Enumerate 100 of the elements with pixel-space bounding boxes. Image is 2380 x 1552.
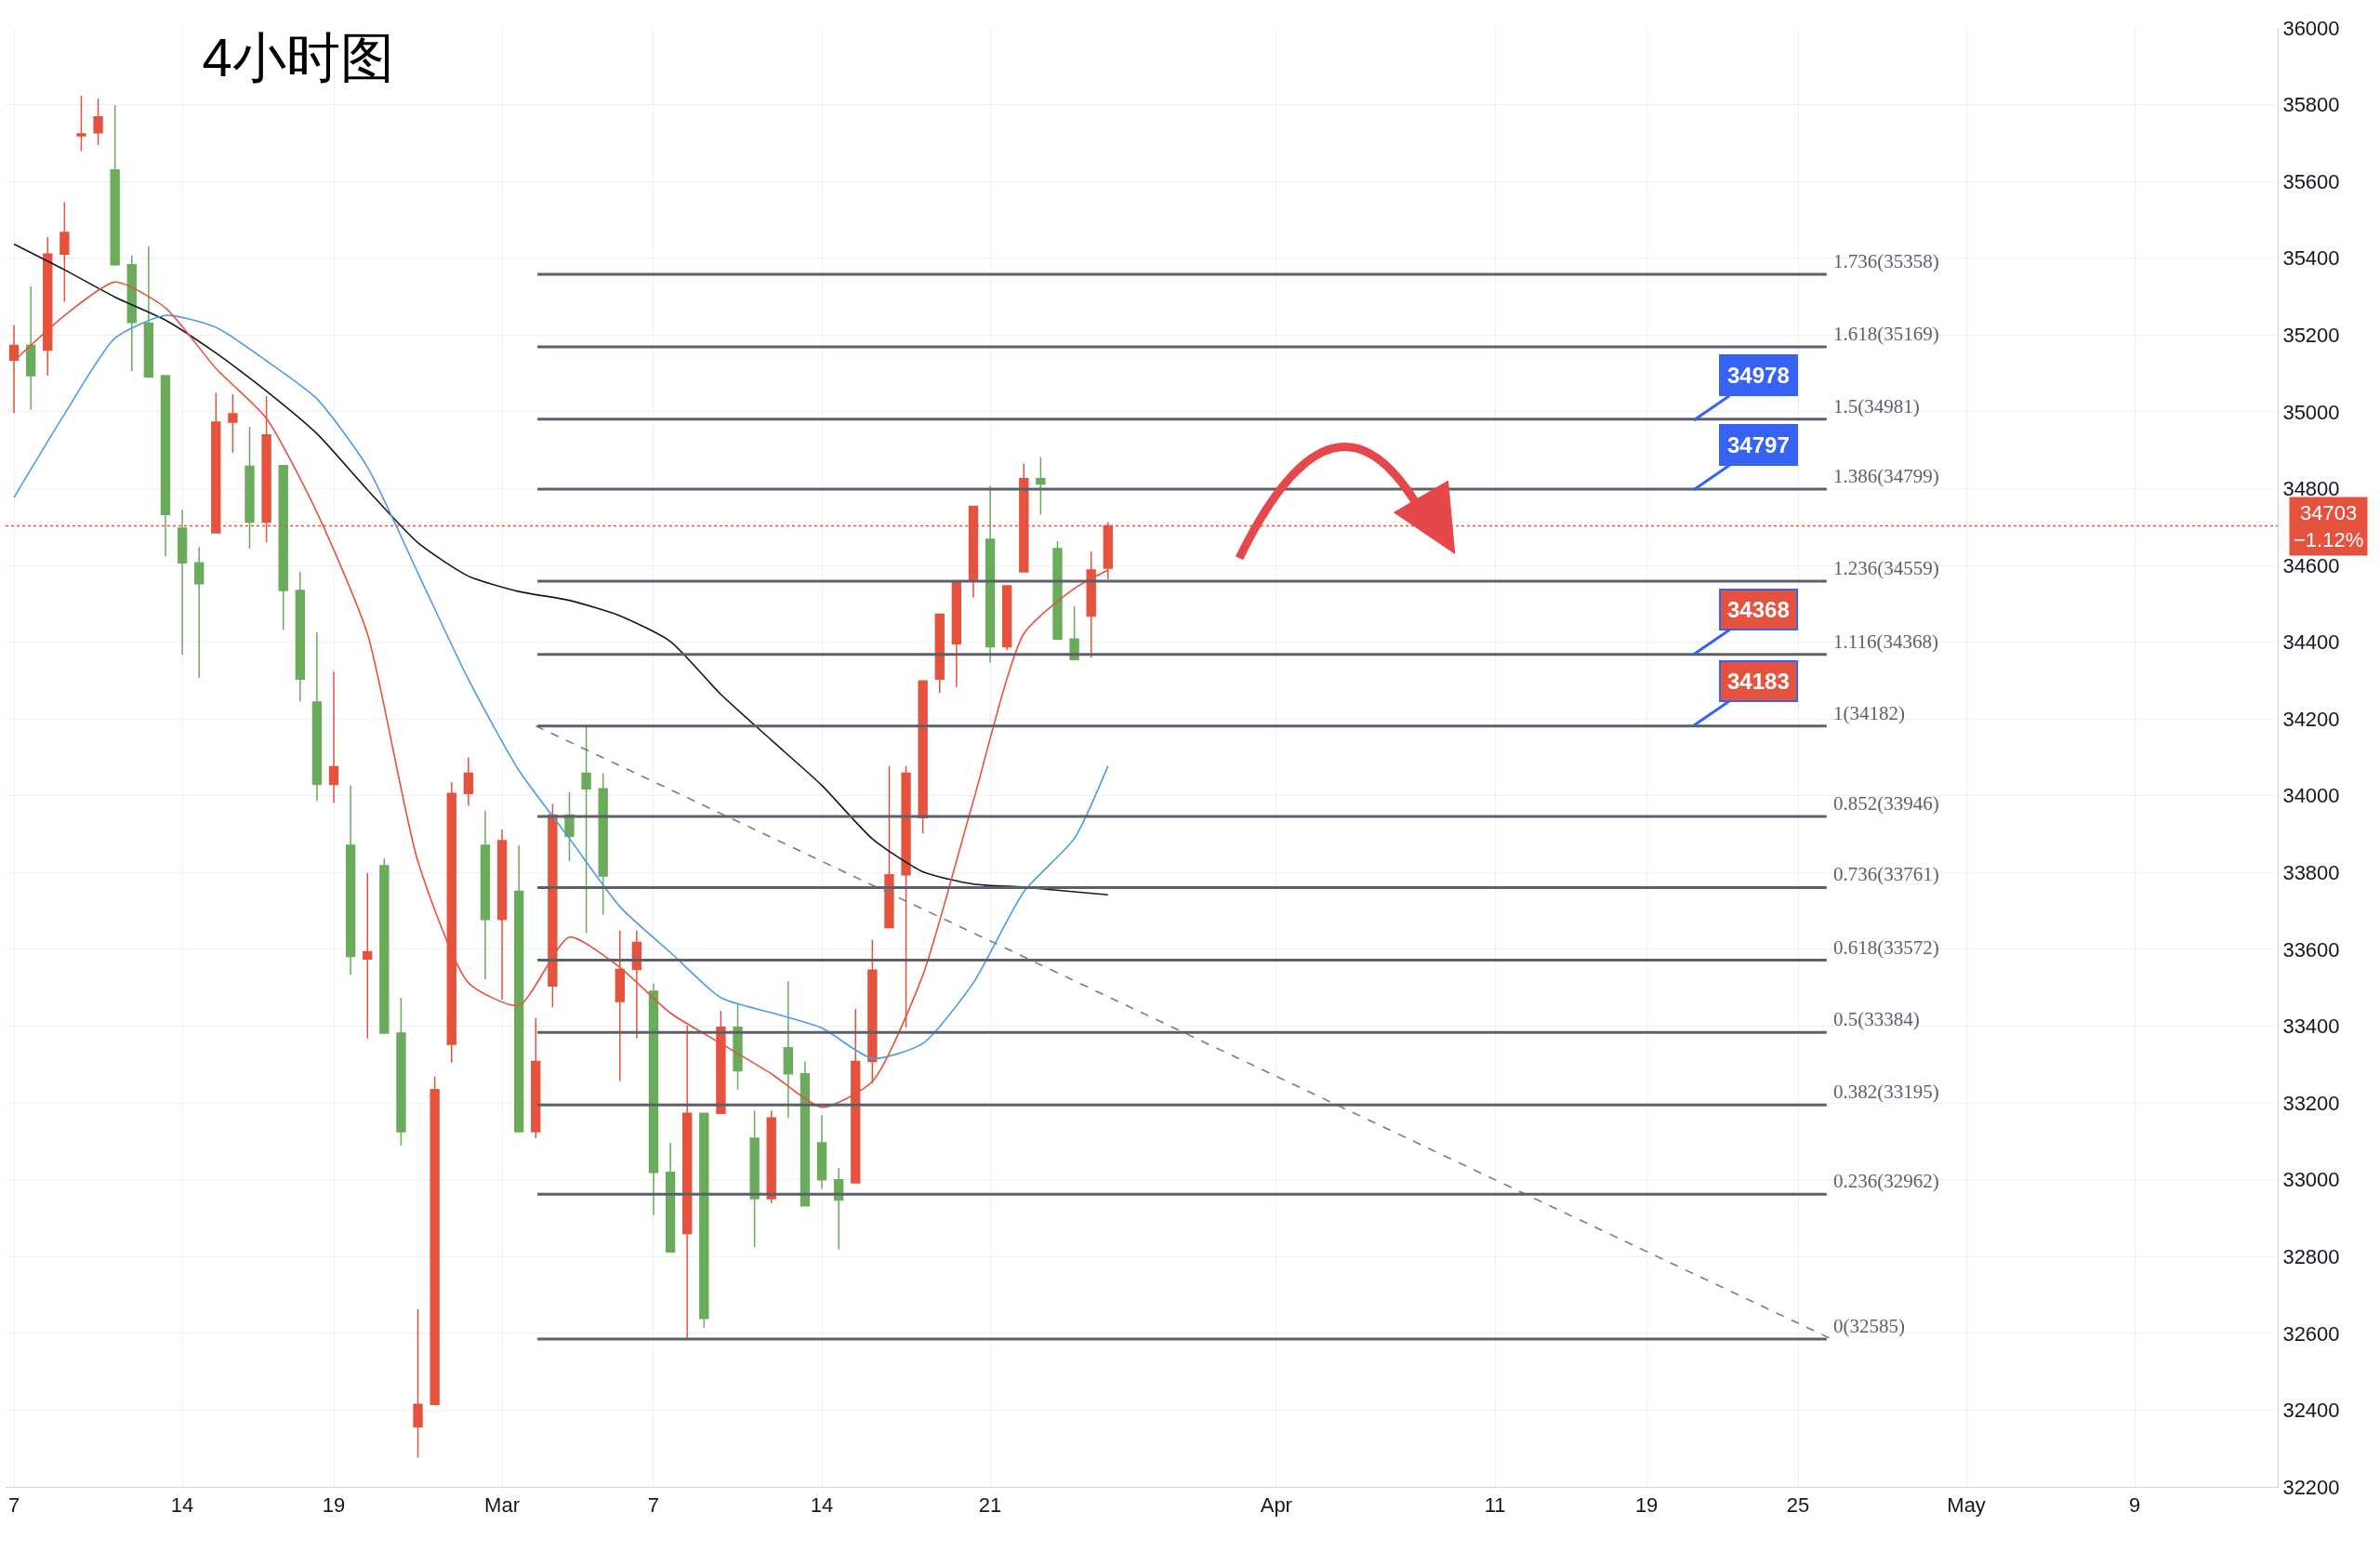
candlestick	[648, 983, 659, 1216]
candlestick	[379, 857, 390, 1034]
x-tick-label: 25	[1786, 1493, 1810, 1518]
y-tick-label: 32400	[2282, 1399, 2340, 1423]
x-tick-label: 19	[1634, 1493, 1659, 1518]
candlestick	[749, 1109, 760, 1249]
ref-line-label: 0.382(33195)	[1833, 1081, 1939, 1103]
y-tick-label: 33800	[2282, 861, 2340, 885]
ref-line-label: 1.5(34981)	[1833, 395, 1920, 418]
candlestick	[531, 1017, 541, 1139]
y-tick-label: 34600	[2282, 553, 2340, 577]
ref-line-label: 0.618(33572)	[1833, 936, 1939, 959]
x-tick-label: 14	[170, 1493, 194, 1518]
candlestick	[110, 104, 120, 266]
line-series	[13, 243, 1109, 896]
candlestick	[985, 484, 996, 664]
candlestick	[328, 670, 339, 803]
annotation: 34368	[1727, 597, 1790, 622]
candlestick	[413, 1308, 423, 1458]
candlestick	[345, 784, 356, 975]
x-tick-label: 9	[2129, 1493, 2141, 1518]
candlestick	[581, 726, 591, 935]
candlestick	[884, 764, 894, 929]
y-tick-label: 33000	[2282, 1168, 2340, 1192]
candlestick	[918, 680, 928, 834]
ref-line-label: 1.736(35358)	[1833, 250, 1939, 272]
y-tick-label: 34800	[2282, 477, 2340, 501]
candlestick	[615, 929, 625, 1082]
ref-line-label: 34703 −1.12%	[2294, 501, 2364, 551]
candlestick	[934, 613, 945, 694]
ref-line-label: 1.116(34368)	[1833, 630, 1938, 653]
ref-line-label: 1.618(35169)	[1833, 323, 1939, 345]
candlestick	[396, 997, 406, 1147]
ref-line-label: 0.736(33761)	[1833, 863, 1939, 885]
annotation: 34797	[1727, 432, 1790, 458]
candlestick	[1086, 550, 1096, 658]
y-tick-label: 35000	[2282, 400, 2340, 424]
candlestick	[76, 95, 86, 153]
candlestick	[126, 255, 137, 372]
candlestick	[548, 803, 558, 1008]
ref-line-label: 1(34182)	[1833, 702, 1905, 724]
x-tick-label: Apr	[1260, 1493, 1292, 1518]
chart-title: 4小时图	[202, 27, 394, 88]
ref-line-label: 1.236(34559)	[1833, 557, 1939, 579]
candlestick	[901, 764, 911, 1028]
candlestick	[430, 1075, 440, 1405]
candlestick	[160, 375, 171, 557]
y-tick-label: 35400	[2282, 246, 2340, 271]
candlestick	[496, 829, 508, 1001]
candlestick	[513, 844, 524, 1133]
candlestick	[228, 393, 238, 454]
candlestick	[363, 872, 373, 1040]
x-tick-label: 11	[1484, 1493, 1506, 1518]
annotation: 34978	[1727, 363, 1790, 388]
candlestick	[699, 1112, 709, 1329]
candlestick	[295, 571, 305, 702]
candlestick	[783, 980, 794, 1119]
ref-line-label: 0.5(33384)	[1833, 1008, 1920, 1030]
x-tick-label: 21	[978, 1493, 1002, 1518]
candlestick	[1052, 540, 1063, 641]
candlestick	[816, 1114, 827, 1190]
candlestick	[278, 464, 288, 631]
y-tick-label: 34200	[2282, 707, 2340, 731]
candlestick	[25, 285, 36, 411]
candlestick	[463, 756, 474, 807]
x-tick-label: May	[1947, 1493, 1986, 1518]
x-tick-label: 19	[322, 1493, 346, 1518]
y-tick-label: 32200	[2282, 1475, 2340, 1499]
candlestick	[143, 245, 154, 378]
candlestick	[631, 929, 642, 1040]
y-tick-label: 36000	[2282, 16, 2340, 40]
y-tick-label: 32800	[2282, 1244, 2340, 1268]
x-tick-label: 7	[647, 1493, 660, 1518]
candlestick	[194, 546, 205, 679]
candlestick	[800, 1060, 811, 1207]
candlestick	[951, 580, 962, 688]
y-tick-label: 33400	[2282, 1015, 2340, 1039]
ref-line-label: 1.386(34799)	[1833, 465, 1939, 487]
y-tick-label: 35200	[2282, 324, 2340, 348]
x-tick-label: 14	[810, 1493, 834, 1518]
annotation: 34183	[1727, 669, 1790, 694]
candlestick	[93, 98, 103, 146]
candlestick	[665, 1142, 676, 1254]
x-tick-label: 7	[7, 1493, 20, 1518]
candlestick	[867, 938, 878, 1084]
candlestick	[598, 772, 608, 916]
candlestick	[480, 809, 491, 980]
y-tick-label: 34000	[2282, 784, 2340, 808]
y-tick-label: 32600	[2282, 1321, 2340, 1346]
ref-line-label: 0.236(32962)	[1833, 1170, 1939, 1192]
candlestick	[177, 509, 188, 657]
candlestick	[446, 781, 456, 1064]
y-tick-label: 33600	[2282, 937, 2340, 962]
candlestick	[60, 201, 70, 303]
x-tick-label: Mar	[484, 1493, 521, 1518]
y-tick-label: 35800	[2282, 93, 2340, 117]
ref-line-label: 0(32585)	[1833, 1315, 1905, 1337]
candlestick	[311, 631, 323, 803]
y-tick-label: 35600	[2282, 169, 2340, 193]
candlestick	[766, 1109, 776, 1204]
